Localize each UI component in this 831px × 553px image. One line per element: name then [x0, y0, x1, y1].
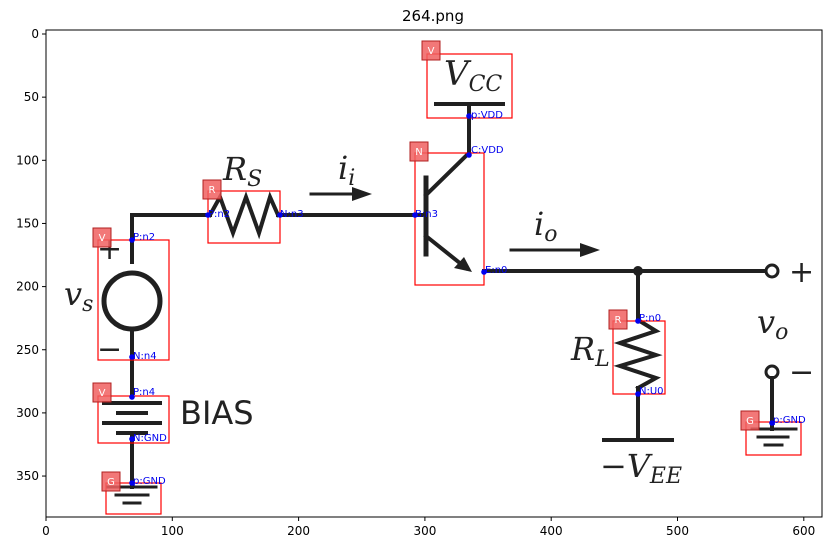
label-output-minus: −: [789, 355, 814, 390]
svg-text:R: R: [209, 185, 216, 196]
label-bias: BIAS: [180, 394, 254, 432]
pin-dot: [129, 436, 135, 442]
vs-type-badge: V: [92, 227, 112, 248]
pin-label: N:n3: [280, 209, 304, 220]
svg-text:G: G: [746, 416, 754, 427]
axis-ticks: 0 100 200 300 400 500 600 0 50 100 150 200 250 300 350: [16, 27, 815, 538]
x-tick-label: 100: [161, 524, 184, 538]
svg-text:V: V: [428, 46, 435, 57]
label-vs: vs: [64, 275, 93, 317]
y-tick-label: 50: [24, 90, 39, 104]
ii-arrow-head: [352, 187, 372, 201]
pin-dot: [412, 212, 418, 218]
npn-collector-lead: [423, 150, 472, 198]
io-arrow-head: [580, 243, 600, 257]
pin-label: P:n2: [208, 209, 230, 220]
y-tick-label: 250: [16, 343, 39, 357]
figure-title: 264.png: [402, 7, 464, 25]
label-vo: vo: [757, 303, 788, 345]
pin-label: N:U0: [639, 386, 664, 397]
pin-dot: [769, 420, 775, 426]
svg-text:R: R: [615, 315, 622, 326]
y-tick-label: 200: [16, 280, 39, 294]
gnd1-type-badge: G: [101, 471, 121, 492]
pin-dot: [466, 152, 472, 158]
y-tick-label: 350: [16, 469, 39, 483]
pin-dot: [129, 394, 135, 400]
svg-text:G: G: [107, 477, 115, 488]
x-tick-label: 500: [666, 524, 689, 538]
pin-label: p:VDD: [471, 110, 503, 121]
npn-bbox: [414, 152, 485, 286]
svg-text:V: V: [99, 233, 106, 244]
pin-label: N:GND: [133, 433, 167, 444]
junction-dot: [633, 266, 643, 276]
label-output-plus: +: [789, 255, 814, 290]
label-vcc: VCC: [444, 54, 502, 97]
pin-label: p:GND: [773, 415, 806, 426]
x-tick-label: 400: [540, 524, 563, 538]
y-tick-label: 0: [31, 27, 39, 41]
bias-type-badge: V: [92, 382, 112, 403]
pin-dot: [635, 318, 641, 324]
x-tick-label: 300: [413, 524, 436, 538]
pin-label: C:VDD: [471, 145, 504, 156]
rl-type-badge: R: [608, 309, 628, 330]
y-tick-label: 150: [16, 216, 39, 230]
pin-dot: [205, 212, 211, 218]
rs-type-badge: R: [202, 179, 222, 200]
pin-dot: [466, 113, 472, 119]
output-terminal-plus: [764, 263, 780, 279]
pin-dot: [481, 269, 487, 275]
annotations: V N R V V G R G p:V: [92, 40, 806, 515]
pin-dot: [129, 354, 135, 360]
pin-label: N:n4: [133, 351, 157, 362]
y-tick-label: 300: [16, 406, 39, 420]
label-io: io: [534, 205, 557, 247]
label-ii: ii: [338, 149, 355, 191]
label-rs: RS: [222, 150, 262, 192]
pin-dot: [635, 391, 641, 397]
pin-label: P:n2: [133, 232, 155, 243]
pin-dot: [277, 212, 283, 218]
label-source-minus: −: [97, 332, 122, 367]
gnd2-type-badge: G: [740, 410, 760, 431]
rl-resistor-symbol: [613, 317, 663, 391]
pin-label: P:n4: [133, 387, 155, 398]
y-tick-label: 100: [16, 153, 39, 167]
label-vee: −VEE: [600, 447, 682, 489]
npn-emitter-arrow: [454, 257, 472, 272]
x-tick-label: 0: [42, 524, 50, 538]
x-tick-label: 600: [792, 524, 815, 538]
vcc-type-badge: V: [421, 40, 441, 61]
pin-label: P:n0: [639, 313, 661, 324]
pin-label: p:GND: [133, 476, 166, 487]
pin-dot: [129, 480, 135, 486]
pin-label: B:n3: [415, 209, 438, 220]
vs-source-symbol: [101, 270, 163, 332]
axes-frame: [45, 29, 823, 518]
pin-label: E:n0: [485, 265, 507, 276]
x-tick-label: 200: [287, 524, 310, 538]
label-rl: RL: [570, 330, 610, 372]
pin-dot: [129, 237, 135, 243]
npn-type-badge: N: [409, 141, 429, 162]
svg-text:N: N: [415, 147, 422, 158]
svg-text:V: V: [99, 388, 106, 399]
